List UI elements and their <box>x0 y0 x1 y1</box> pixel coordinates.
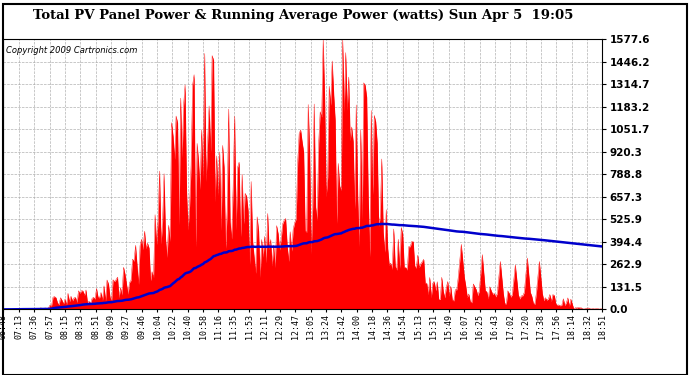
Text: Total PV Panel Power & Running Average Power (watts) Sun Apr 5  19:05: Total PV Panel Power & Running Average P… <box>33 9 574 22</box>
Text: Copyright 2009 Cartronics.com: Copyright 2009 Cartronics.com <box>6 46 138 55</box>
